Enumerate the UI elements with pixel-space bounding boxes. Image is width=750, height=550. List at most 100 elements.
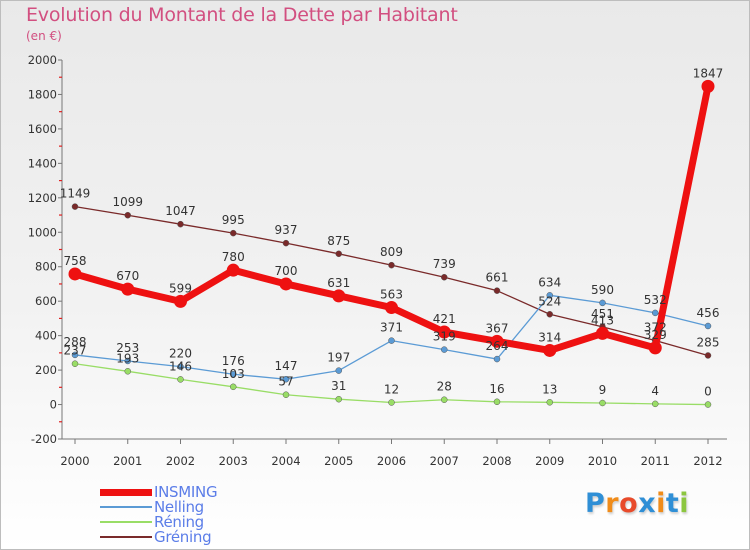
y-tick-label: 200	[35, 363, 57, 377]
data-label-nelling: 176	[222, 354, 245, 368]
data-point-insming	[437, 325, 451, 339]
data-point-grening	[441, 273, 448, 281]
data-point-nelling	[704, 322, 712, 330]
data-point-insming	[490, 334, 504, 348]
data-label-nelling: 264	[486, 339, 509, 353]
data-label-grening: 451	[591, 307, 614, 321]
data-point-grening	[335, 250, 342, 258]
data-label-rening: 16	[489, 382, 504, 396]
x-tick-label: 2009	[535, 454, 564, 468]
y-tick-label: 1800	[28, 87, 57, 101]
data-point-rening	[441, 396, 448, 403]
logo-letter: x	[638, 488, 657, 519]
data-label-rening: 237	[64, 344, 87, 358]
legend-swatch	[100, 536, 152, 538]
logo-letter: i	[656, 488, 666, 519]
y-tick-label: 1600	[28, 122, 57, 136]
data-label-rening: 0	[704, 385, 712, 399]
x-tick-label: 2007	[430, 454, 459, 468]
data-label-grening: 372	[644, 320, 667, 334]
logo-letter: i	[679, 488, 690, 519]
legend-item-rening: Réning	[100, 513, 300, 531]
data-point-nelling	[388, 337, 395, 344]
x-tick-label: 2012	[693, 454, 722, 468]
data-point-grening	[124, 211, 131, 219]
data-label-insming: 421	[433, 312, 456, 326]
data-point-nelling	[230, 370, 237, 378]
legend-label: Gréning	[154, 528, 212, 546]
legend-swatch	[100, 506, 152, 508]
data-point-grening	[230, 229, 237, 237]
data-point-insming	[174, 294, 187, 308]
x-tick-label: 2002	[166, 454, 195, 468]
data-label-nelling: 288	[64, 335, 87, 349]
data-label-insming: 329	[644, 328, 667, 342]
data-label-rening: 146	[169, 359, 192, 373]
data-label-insming: 670	[116, 269, 139, 283]
data-label-insming: 758	[64, 254, 87, 268]
data-point-insming	[648, 341, 662, 355]
x-tick-label: 2003	[219, 454, 248, 468]
data-label-nelling: 532	[644, 293, 667, 307]
legend: INSMING Nelling Réning Gréning	[100, 483, 300, 546]
data-label-grening: 285	[697, 335, 720, 349]
data-point-grening	[71, 203, 79, 210]
data-point-grening	[282, 239, 290, 247]
data-label-rening: 193	[116, 351, 139, 365]
data-point-rening	[177, 376, 184, 383]
data-label-insming: 413	[591, 313, 614, 327]
data-label-rening: 12	[384, 382, 399, 396]
data-label-nelling: 253	[116, 341, 139, 355]
data-label-rening: 31	[331, 379, 346, 393]
data-label-nelling: 197	[327, 351, 350, 365]
legend-swatch	[100, 488, 152, 496]
data-label-grening: 937	[275, 223, 298, 237]
data-label-insming: 631	[327, 276, 350, 290]
logo-letter: r	[605, 488, 620, 519]
data-label-nelling: 590	[591, 283, 614, 297]
legend-item-insming: INSMING	[100, 483, 300, 501]
data-label-nelling: 319	[433, 330, 456, 344]
data-point-insming	[279, 277, 293, 291]
data-label-insming: 1847	[693, 66, 724, 80]
data-label-nelling: 147	[275, 359, 298, 373]
data-label-rening: 28	[437, 380, 452, 394]
legend-item-grening: Gréning	[100, 528, 300, 546]
data-point-rening	[282, 391, 290, 398]
x-tick-label: 2008	[482, 454, 511, 468]
data-label-rening: 13	[542, 382, 557, 396]
data-point-nelling	[335, 367, 342, 374]
legend-label: Réning	[154, 513, 204, 531]
data-point-insming	[226, 263, 240, 277]
data-point-grening	[177, 220, 184, 228]
y-tick-label: 600	[35, 294, 57, 308]
x-tick-label: 2005	[324, 454, 353, 468]
data-label-insming: 780	[222, 250, 245, 264]
data-label-grening: 875	[327, 234, 350, 248]
legend-label: INSMING	[154, 483, 218, 501]
logo-letter: o	[619, 488, 639, 519]
data-point-nelling	[546, 292, 553, 299]
data-label-nelling: 634	[538, 275, 561, 289]
data-label-insming: 700	[275, 264, 298, 278]
x-tick-label: 2004	[271, 454, 300, 468]
y-tick-label: 1000	[28, 225, 57, 239]
data-label-rening: 9	[599, 383, 607, 397]
x-tick-label: 2010	[588, 454, 617, 468]
data-point-rening	[546, 399, 553, 406]
logo-letter: t	[665, 488, 680, 519]
x-tick-label: 2011	[641, 454, 670, 468]
y-tick-label: 1200	[28, 191, 57, 205]
legend-label: Nelling	[154, 498, 204, 516]
data-point-insming	[596, 326, 609, 340]
data-point-insming	[701, 79, 715, 93]
data-point-rening	[124, 368, 131, 375]
unit-label: (en €)	[26, 29, 62, 43]
data-point-rening	[335, 395, 342, 403]
data-point-grening	[493, 287, 501, 294]
legend-item-nelling: Nelling	[100, 498, 300, 516]
data-point-nelling	[124, 357, 131, 365]
data-point-insming	[68, 267, 82, 281]
data-label-insming: 314	[538, 330, 561, 344]
data-point-insming	[121, 282, 135, 296]
